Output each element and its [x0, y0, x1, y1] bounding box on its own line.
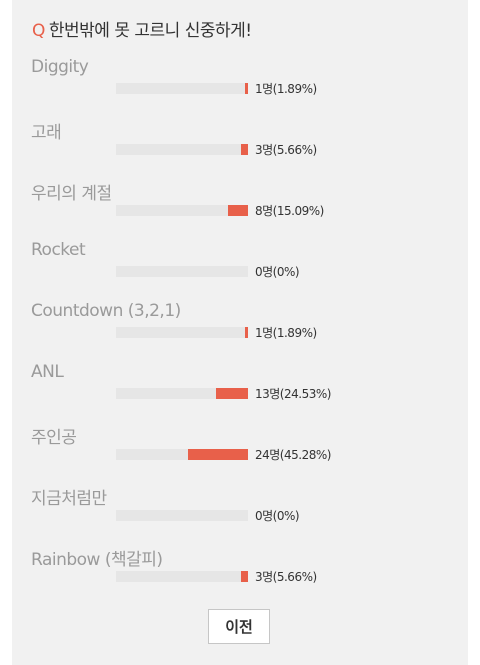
result-bar-track — [116, 266, 248, 277]
option-label: 우리의 계절 — [31, 184, 112, 204]
result-bar-track — [116, 327, 248, 338]
poll-question: Q 한번밖에 못 고르니 신중하게! — [32, 16, 252, 41]
poll-panel: Q 한번밖에 못 고르니 신중하게! Diggity 1명(1.89%) 고래 3… — [12, 0, 468, 665]
poll-option[interactable]: 주인공 24명(45.28%) — [12, 423, 468, 484]
poll-option[interactable]: Rocket 0명(0%) — [12, 240, 468, 301]
poll-option[interactable]: Countdown (3,2,1) 1명(1.89%) — [12, 301, 468, 362]
result-bar-fill — [228, 205, 248, 216]
result-text: 3명(5.66%) — [255, 570, 317, 584]
result-bar-track — [116, 510, 248, 521]
result-bar-fill — [245, 327, 248, 338]
result-bar-track — [116, 83, 248, 94]
option-label: 지금처럼만 — [31, 489, 107, 509]
result-text: 13명(24.53%) — [255, 387, 331, 401]
result-bar-fill — [216, 388, 248, 399]
result-bar-track — [116, 449, 248, 460]
result-bar-fill — [188, 449, 248, 460]
option-label: Rainbow (책갈피) — [31, 550, 163, 570]
option-label: ANL — [31, 362, 64, 382]
question-text: 한번밖에 못 고르니 신중하게! — [48, 21, 252, 41]
poll-option[interactable]: ANL 13명(24.53%) — [12, 362, 468, 423]
result-bar-track — [116, 388, 248, 399]
result-bar-track — [116, 571, 248, 582]
result-text: 8명(15.09%) — [255, 204, 324, 218]
option-label: 고래 — [31, 123, 62, 143]
poll-option[interactable]: Rainbow (책갈피) 3명(5.66%) — [12, 545, 468, 606]
prev-button[interactable]: 이전 — [208, 609, 270, 644]
result-text: 1명(1.89%) — [255, 326, 317, 340]
result-bar-fill — [241, 571, 248, 582]
question-marker: Q — [32, 21, 45, 41]
result-text: 1명(1.89%) — [255, 82, 317, 96]
option-label: 주인공 — [31, 428, 77, 448]
option-label: Diggity — [31, 57, 89, 77]
result-bar-fill — [241, 144, 248, 155]
poll-option[interactable]: 지금처럼만 0명(0%) — [12, 484, 468, 545]
result-text: 24명(45.28%) — [255, 448, 331, 462]
result-text: 0명(0%) — [255, 265, 300, 279]
result-text: 0명(0%) — [255, 509, 300, 523]
poll-option[interactable]: 우리의 계절 8명(15.09%) — [12, 179, 468, 240]
option-label: Countdown (3,2,1) — [31, 301, 181, 321]
poll-option[interactable]: 고래 3명(5.66%) — [12, 118, 468, 179]
result-bar-track — [116, 144, 248, 155]
result-bar-fill — [245, 83, 248, 94]
option-label: Rocket — [31, 240, 86, 260]
result-bar-track — [116, 205, 248, 216]
result-text: 3명(5.66%) — [255, 143, 317, 157]
poll-option[interactable]: Diggity 1명(1.89%) — [12, 57, 468, 118]
